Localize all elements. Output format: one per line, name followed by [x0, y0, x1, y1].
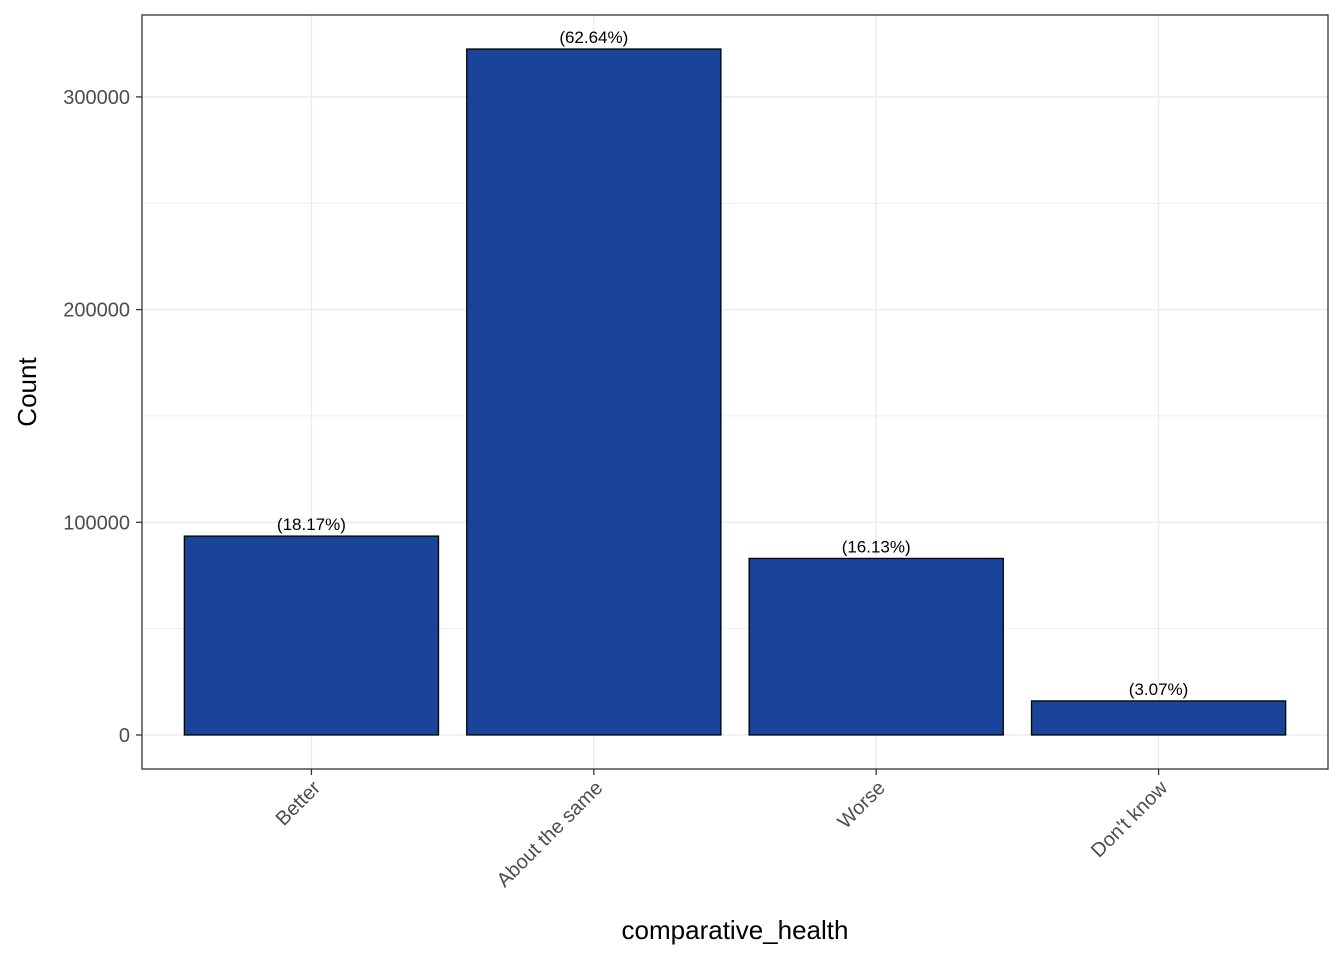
y-tick-label: 100000: [63, 512, 130, 534]
y-tick-label: 0: [119, 725, 130, 747]
y-axis-title: Count: [12, 357, 42, 427]
bar-data-label: (16.13%): [842, 537, 911, 556]
data-labels: (18.17%) (62.64%) (16.13%) (3.07%): [277, 28, 1188, 699]
x-axis-title: comparative_health: [622, 915, 849, 945]
y-tick-label: 200000: [63, 300, 130, 322]
bar: [466, 48, 722, 736]
y-tick-label: 300000: [63, 87, 130, 109]
bar: [183, 535, 440, 736]
bar: [1030, 700, 1287, 736]
bar-data-label: (3.07%): [1129, 680, 1189, 699]
bar-data-label: (18.17%): [277, 515, 346, 534]
bar: [748, 557, 1004, 736]
bar-data-label: (62.64%): [559, 28, 628, 47]
bars: [183, 48, 1287, 736]
y-axis: 0 100000 200000 300000: [63, 87, 142, 747]
panel-border: [141, 14, 1329, 770]
